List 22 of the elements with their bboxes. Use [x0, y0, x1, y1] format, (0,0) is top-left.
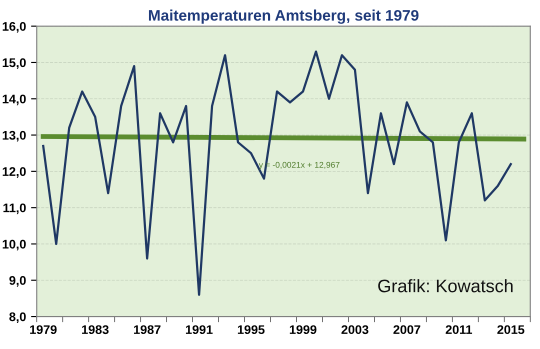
y-tick-label: 14,0 — [2, 94, 26, 106]
x-tick-label: 1979 — [30, 325, 57, 334]
y-tick-label: 15,0 — [2, 58, 26, 69]
x-tick-label: 2011 — [446, 325, 472, 334]
x-tick-label: 2003 — [341, 325, 368, 334]
annotation: Grafik: Kowatsch — [378, 279, 513, 292]
y-tick-label: 12,0 — [2, 167, 26, 178]
y-tick-label: 10,0 — [2, 240, 26, 250]
x-tick-label: 1983 — [82, 325, 109, 334]
y-tick-label: 16,0 — [2, 22, 26, 33]
x-tick-label: 1999 — [290, 325, 316, 334]
line-series — [42, 50, 512, 296]
x-tick-label: 1987 — [134, 325, 160, 334]
x-tick-label: 2015 — [497, 325, 524, 334]
y-tick-label: 11,0 — [3, 203, 26, 214]
x-tick-label: 1995 — [238, 325, 265, 334]
y-tick-label: 13,0 — [2, 130, 26, 142]
y-tick-label: 9,0 — [9, 276, 26, 287]
x-tick-label: 2007 — [393, 325, 420, 334]
y-tick-label: 8,0 — [9, 312, 26, 324]
x-tick-label: 1991 — [186, 325, 213, 334]
chart-title: Maitemperaturen Amtsberg, seit 1979 — [148, 10, 419, 24]
